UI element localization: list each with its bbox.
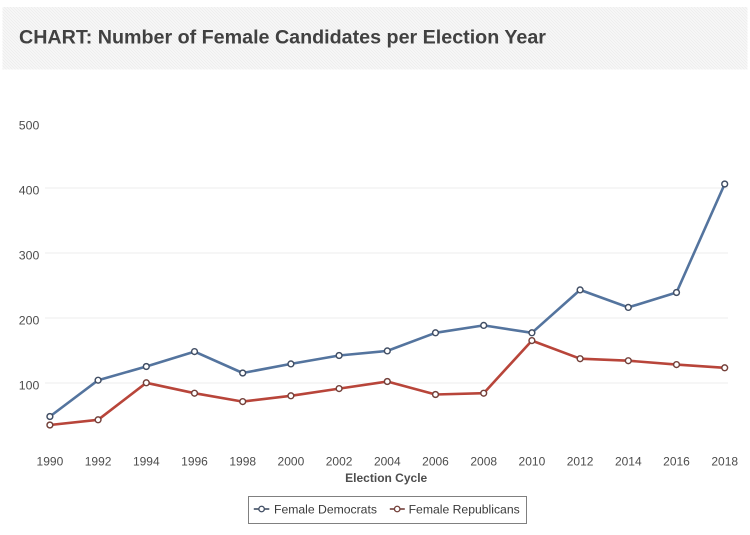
svg-text:Election Cycle: Election Cycle [345,471,427,485]
svg-text:2006: 2006 [422,455,449,469]
svg-text:2014: 2014 [615,455,642,469]
svg-text:2004: 2004 [374,455,401,469]
svg-text:Female Democrats: Female Democrats [274,503,377,517]
svg-text:200: 200 [19,313,40,327]
svg-text:400: 400 [19,183,40,197]
svg-text:2016: 2016 [663,455,690,469]
svg-text:1998: 1998 [229,455,256,469]
svg-text:2018: 2018 [711,455,738,469]
svg-text:CHART: Number of Female Candid: CHART: Number of Female Candidates per E… [19,27,546,49]
svg-text:100: 100 [19,378,40,392]
svg-text:500: 500 [19,118,40,132]
svg-text:2000: 2000 [278,455,305,469]
svg-text:Female Republicans: Female Republicans [409,503,520,517]
svg-text:1992: 1992 [85,455,112,469]
svg-text:300: 300 [19,248,40,262]
svg-text:1990: 1990 [37,455,64,469]
svg-text:2012: 2012 [567,455,594,469]
svg-text:2002: 2002 [326,455,353,469]
svg-text:2010: 2010 [519,455,546,469]
svg-text:1994: 1994 [133,455,160,469]
svg-text:1996: 1996 [181,455,208,469]
svg-text:2008: 2008 [470,455,497,469]
